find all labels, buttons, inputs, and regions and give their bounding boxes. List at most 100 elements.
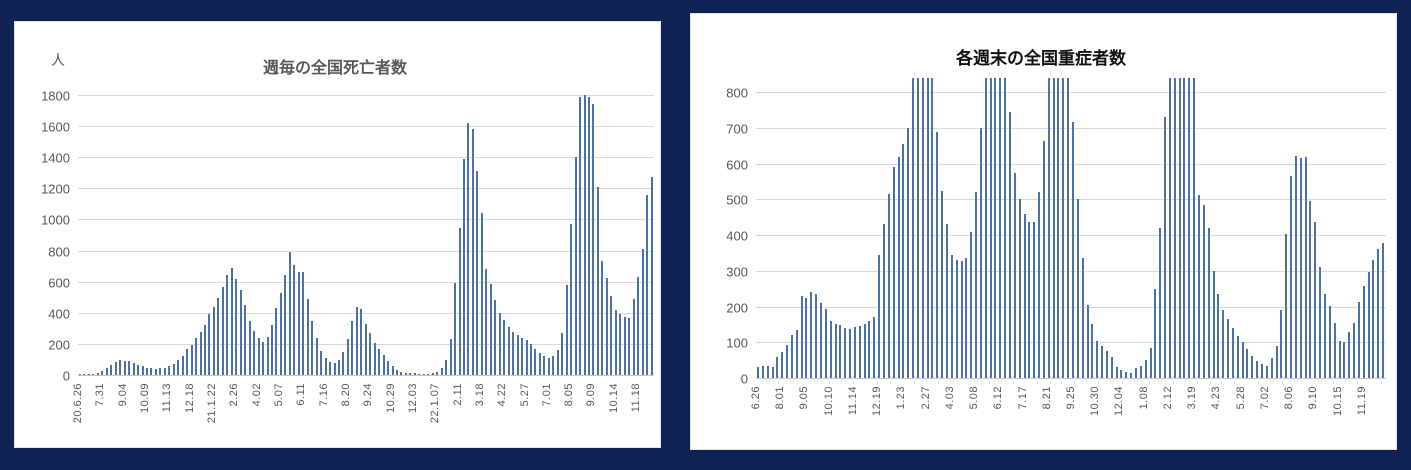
bar <box>163 367 166 375</box>
bar <box>364 323 367 375</box>
bar <box>1382 243 1385 378</box>
bar <box>1333 322 1336 378</box>
gridline <box>756 92 1386 94</box>
y-tick-label: 400 <box>48 306 70 322</box>
bar <box>1212 270 1215 378</box>
bar <box>1042 140 1045 378</box>
x-tick-label: 4.23 <box>1210 386 1223 410</box>
bar <box>195 338 198 375</box>
bar <box>916 78 919 378</box>
x-tick-label: 8.06 <box>1283 386 1296 410</box>
bar <box>83 374 86 375</box>
bar <box>650 176 653 375</box>
bar <box>897 156 900 378</box>
x-axis-tick-labels: 20.6.26 7.31 9.04 10.09 11.13 12.18 21.1.22 2.2… <box>72 380 654 446</box>
bar <box>516 335 519 375</box>
bar <box>646 194 649 375</box>
bar <box>936 131 939 378</box>
bar <box>1004 78 1007 378</box>
bar <box>177 360 180 375</box>
bar <box>445 360 448 375</box>
bar <box>601 261 604 375</box>
gridline <box>756 235 1386 237</box>
gridline <box>78 126 654 128</box>
bar <box>975 192 978 378</box>
bar <box>795 329 798 378</box>
bar <box>467 123 470 375</box>
x-tick-label: 20.6.26 <box>72 383 84 424</box>
bar <box>137 364 140 375</box>
x-tick-label: 10.30 <box>1089 386 1102 417</box>
gridline <box>78 312 654 314</box>
x-tick-label: 11.19 <box>1355 386 1368 416</box>
bar <box>907 128 910 378</box>
bar <box>623 316 626 375</box>
bar <box>360 308 363 375</box>
x-tick-label: 7.16 <box>317 383 330 407</box>
bar <box>239 290 242 375</box>
bar <box>79 374 81 375</box>
bar <box>204 325 207 375</box>
bar <box>1130 372 1133 378</box>
bar <box>1081 258 1084 378</box>
x-tick-label: 9.10 <box>1307 386 1320 410</box>
gridline <box>78 95 654 96</box>
bar <box>1164 117 1167 378</box>
bar <box>1188 78 1191 378</box>
y-axis-tick-labels: 0 100 200 300 400 500 600 700 800 <box>691 79 748 387</box>
y-tick-label: 800 <box>726 85 748 101</box>
bar <box>1091 324 1094 378</box>
weekly-deaths-chart-panel: 人 週毎の全国死亡者数 0 200 400 600 800 1000 1200 1400 160… <box>14 21 661 448</box>
x-tick-label: 4.03 <box>943 386 956 410</box>
bar <box>1052 78 1055 378</box>
bar <box>570 224 573 375</box>
bar <box>863 323 866 378</box>
bar <box>105 368 108 375</box>
x-tick-label: 10.14 <box>607 383 620 414</box>
bar <box>1328 305 1331 378</box>
y-tick-label: 500 <box>726 192 748 208</box>
bar <box>1125 371 1128 378</box>
bar <box>221 287 224 375</box>
bar <box>529 343 532 375</box>
bar <box>834 324 837 378</box>
y-tick-label: 1000 <box>41 212 70 228</box>
bar <box>123 361 126 375</box>
bar <box>815 294 818 378</box>
bar <box>1173 78 1176 378</box>
bar <box>820 303 822 378</box>
x-tick-label: 11.14 <box>846 386 859 416</box>
x-tick-label: 8.20 <box>339 383 352 407</box>
bar <box>1038 192 1041 378</box>
bar <box>844 328 847 378</box>
bar <box>556 350 559 375</box>
bar <box>574 157 577 375</box>
bar <box>579 96 582 375</box>
gridline <box>78 157 654 159</box>
bar <box>369 333 372 375</box>
x-tick-label: 2.12 <box>1161 386 1174 410</box>
x-tick-label: 8.21 <box>1040 386 1053 410</box>
bar <box>333 362 336 375</box>
bar <box>248 320 251 375</box>
bar <box>766 365 769 378</box>
bar <box>1227 319 1230 378</box>
bar <box>1343 342 1346 378</box>
bar <box>1198 195 1200 378</box>
gridline <box>756 342 1386 344</box>
bar <box>92 373 95 375</box>
bar <box>186 349 189 375</box>
bar <box>1086 304 1089 378</box>
bar <box>525 340 528 375</box>
bar <box>1270 358 1273 378</box>
x-tick-label: 10.15 <box>1331 386 1344 417</box>
bar <box>1357 302 1360 378</box>
x-tick-label: 4.02 <box>250 383 263 407</box>
y-axis-unit-label: 人 <box>51 52 65 68</box>
x-tick-label: 12.03 <box>406 383 419 414</box>
bar <box>858 325 861 378</box>
bar <box>181 355 184 375</box>
bar <box>771 367 774 378</box>
bar <box>217 298 220 375</box>
bar <box>960 260 963 378</box>
